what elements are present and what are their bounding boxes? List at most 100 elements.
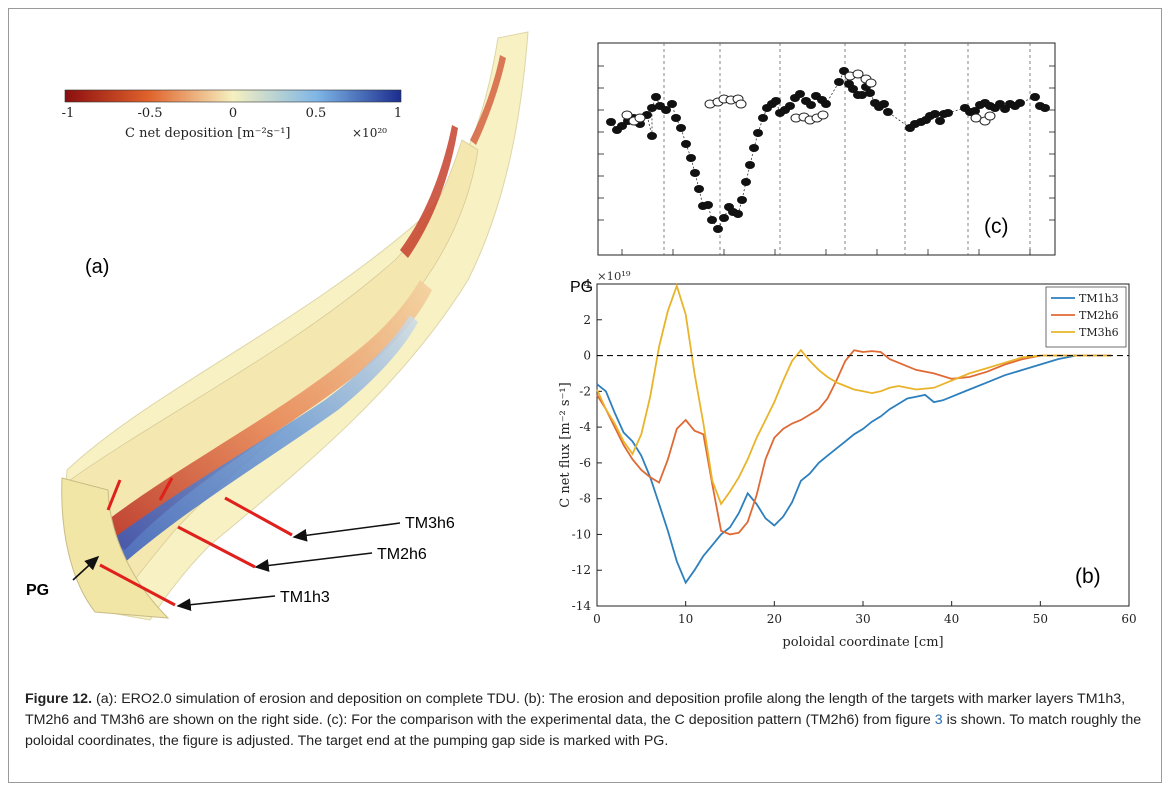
colorbar-tick: 0.5 [306, 106, 327, 121]
marker-line-extra-1 [106, 479, 122, 511]
panel-c-point-filled [1040, 104, 1050, 112]
x-tick-label: 60 [1121, 612, 1136, 626]
y-tick-label: 4 [583, 277, 591, 291]
arrow-pg [72, 555, 100, 581]
series-line-tm1h3 [596, 354, 1112, 585]
x-axis-label: poloidal coordinate [cm] [782, 635, 943, 650]
legend-label-tm1h3: TM1h3 [1079, 292, 1119, 305]
panel-c-point-filled [741, 178, 751, 186]
colorbar-ticks: -1 -0.5 0 0.5 1 [62, 106, 402, 121]
arrow-tm3h6 [292, 522, 401, 542]
panel-a-label: (a) [85, 256, 109, 278]
arrow-tm1h3 [176, 595, 276, 612]
x-tick-label: 30 [855, 612, 870, 626]
panel-c-point-open [634, 113, 646, 123]
panel-c-point-filled [1015, 99, 1025, 107]
marker-line-tm1h3 [99, 563, 176, 607]
panel-c-point-open [621, 110, 633, 120]
panel-c-point-open [852, 69, 864, 79]
y-axis-label: C net flux [m⁻² s⁻¹] [558, 382, 573, 507]
x-tick-label: 40 [944, 612, 959, 626]
panel-b: PG ×10¹⁹ 0 10 20 30 40 50 60420-2-4-6-8-10-12-… [558, 269, 1137, 650]
panel-c-point-filled [883, 108, 893, 116]
panel-c-point-filled [795, 90, 805, 98]
marker-line-extra-2 [158, 477, 174, 501]
panel-c-point-filled [1030, 93, 1040, 101]
y-tick-label: 2 [583, 313, 591, 327]
panel-c-point-open [865, 78, 877, 88]
panel-c-point-filled [690, 169, 700, 177]
marker-label-tm3h6: TM3h6 [405, 515, 455, 532]
panel-c-point-open [735, 99, 747, 109]
panel-c: (c) [597, 42, 1056, 256]
deposition-stripe-red [95, 280, 432, 550]
legend: TM1h3 TM2h6 TM3h6 [1045, 286, 1127, 348]
y-tick-label: -6 [579, 456, 591, 470]
panel-c-point-filled [617, 122, 627, 130]
marker-line-tm2h6 [177, 525, 256, 569]
x-tick-label: 50 [1033, 612, 1048, 626]
tdu-front-rim [61, 477, 170, 619]
panel-c-point-filled [733, 210, 743, 218]
panel-c-point-filled [686, 154, 696, 162]
panel-a: TM3h6 TM2h6 TM1h3 PG (a) -1 -0.5 0 0.5 1… [26, 31, 529, 621]
figure-frame [8, 8, 1162, 783]
caption-text-2: is shown. To match roughly the poloidal … [25, 712, 1142, 749]
panel-c-point-filled [737, 196, 747, 204]
panel-c-point-filled [676, 124, 686, 132]
panel-c-point-filled [806, 101, 816, 109]
y-tick-label: -8 [579, 492, 591, 506]
colorbar-tick: -1 [62, 106, 75, 121]
panel-c-point-open [817, 110, 829, 120]
y-tick-label: -10 [572, 527, 591, 541]
panel-c-point-filled [749, 144, 759, 152]
y-tick-label: -4 [579, 420, 591, 434]
panel-c-point-filled [745, 161, 755, 169]
panel-b-label: (b) [1075, 565, 1101, 588]
x-tick-label: 0 [593, 612, 601, 626]
marker-label-tm1h3: TM1h3 [280, 589, 330, 606]
colorbar-tick: -0.5 [137, 106, 162, 121]
panel-c-point-filled [943, 109, 953, 117]
panel-c-point-filled [647, 104, 657, 112]
panel-c-point-filled [606, 118, 616, 126]
y-multiplier: ×10¹⁹ [597, 269, 631, 283]
panel-c-point-filled [753, 129, 763, 137]
panel-c-point-filled [857, 91, 867, 99]
y-tick-label: -14 [572, 599, 592, 613]
panel-c-point-filled [703, 201, 713, 209]
panel-c-point-filled [651, 93, 661, 101]
panel-c-point-filled [821, 100, 831, 108]
panel-c-point-filled [930, 110, 940, 118]
panel-c-point-open [984, 111, 996, 121]
panel-c-point-filled [661, 106, 671, 114]
colorbar-tick: 0 [229, 106, 237, 121]
series-line-tm2h6 [596, 349, 1112, 536]
panel-c-point-filled [848, 85, 858, 93]
panel-c-point-filled [713, 225, 723, 233]
figure-reference-link[interactable]: 3 [934, 712, 943, 728]
legend-box [1045, 286, 1127, 348]
panel-c-ticks [598, 65, 1055, 255]
panel-c-point-filled [865, 89, 875, 97]
legend-label-tm3h6: TM3h6 [1079, 326, 1119, 339]
panel-c-point-filled [879, 100, 889, 108]
panel-c-point-filled [667, 100, 677, 108]
colorbar-multiplier: ×10²⁰ [352, 126, 387, 140]
panel-c-label: (c) [984, 215, 1009, 238]
panel-c-point-filled [935, 117, 945, 125]
panel-c-point-filled [647, 132, 657, 140]
y-tick-label: 0 [583, 349, 591, 363]
legend-label-tm2h6: TM2h6 [1079, 309, 1119, 322]
figure-label: Figure 12. [25, 691, 93, 707]
figure-canvas: TM3h6 TM2h6 TM1h3 PG (a) -1 -0.5 0 0.5 1… [26, 31, 1137, 650]
panel-c-point-filled [719, 214, 729, 222]
caption-text-1: (a): ERO2.0 simulation of erosion and de… [25, 691, 1126, 728]
panel-c-point-open [970, 113, 982, 123]
panel-c-point-filled [707, 216, 717, 224]
marker-label-tm2h6: TM2h6 [377, 546, 427, 563]
colorbar [64, 89, 402, 103]
panel-c-point-filled [834, 78, 844, 86]
x-tick-label: 20 [767, 612, 782, 626]
panel-c-points [606, 67, 1050, 233]
